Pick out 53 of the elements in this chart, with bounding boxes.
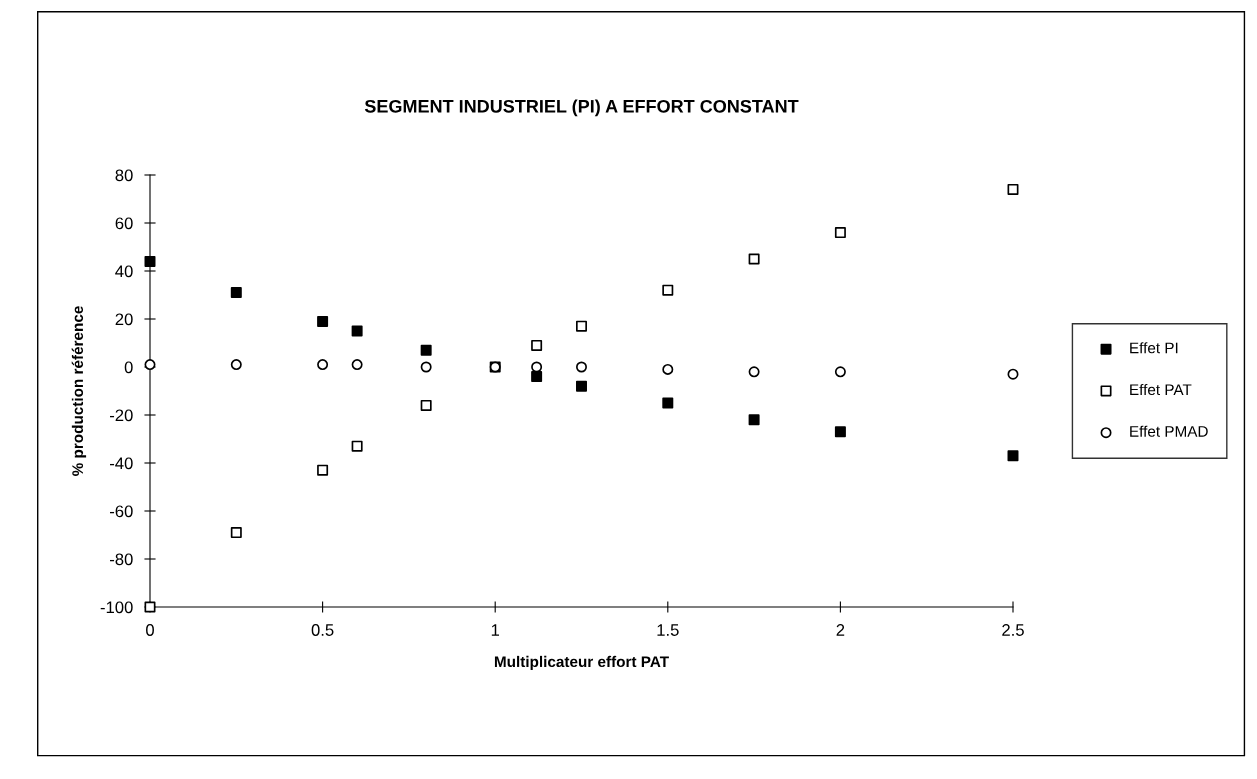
x-tick-label: 0.5	[311, 624, 334, 636]
point	[748, 253, 760, 265]
point	[1007, 183, 1019, 195]
y-tick-label: -60	[109, 505, 133, 518]
point	[1007, 368, 1019, 380]
point	[748, 366, 760, 378]
y-tick-label: -20	[109, 409, 133, 422]
chart-title: SEGMENT INDUSTRIEL (PI) A EFFORT CONSTANT	[364, 99, 799, 117]
point	[420, 344, 432, 356]
legend-label: Effet PAT	[1130, 383, 1192, 396]
y-tick-label: 0	[124, 361, 133, 374]
y-tick-label: 60	[115, 217, 133, 230]
point	[662, 397, 674, 409]
x-tick-label: 1.5	[657, 624, 679, 636]
y-tick-label: 80	[115, 169, 133, 182]
point	[576, 361, 587, 373]
point	[144, 359, 156, 371]
point	[662, 363, 674, 375]
point	[317, 464, 329, 476]
x-tick-label: 1	[491, 624, 500, 636]
point	[351, 325, 363, 337]
legend-label: Effet PI	[1130, 342, 1178, 354]
point	[351, 359, 363, 371]
point	[748, 414, 760, 426]
point	[576, 320, 587, 332]
point	[317, 315, 329, 327]
y-tick-label: -80	[109, 553, 133, 566]
x-tick-label: 0	[146, 624, 154, 636]
point	[144, 255, 156, 267]
point	[230, 359, 242, 371]
y-tick-label: -100	[100, 601, 133, 614]
y-tick-label: -40	[109, 457, 133, 470]
point	[317, 359, 329, 371]
point	[351, 440, 363, 452]
point	[576, 380, 587, 392]
point	[1007, 450, 1019, 462]
point	[834, 366, 846, 378]
point	[834, 227, 846, 239]
legend-label: Effet PMAD	[1130, 425, 1208, 437]
point	[834, 426, 846, 438]
x-axis-title: Multiplicateur effort PAT	[494, 655, 669, 671]
point	[230, 287, 242, 299]
point	[420, 361, 432, 373]
x-tick-label: 2.5	[1002, 624, 1024, 636]
y-tick-label: 20	[115, 313, 133, 326]
point	[420, 399, 432, 411]
point	[230, 527, 242, 539]
x-tick-label: 2	[836, 624, 845, 636]
point	[531, 339, 543, 351]
y-axis-title: % production référence	[71, 306, 87, 476]
point	[531, 371, 543, 383]
y-tick-label: 40	[115, 265, 133, 278]
point	[662, 284, 674, 296]
